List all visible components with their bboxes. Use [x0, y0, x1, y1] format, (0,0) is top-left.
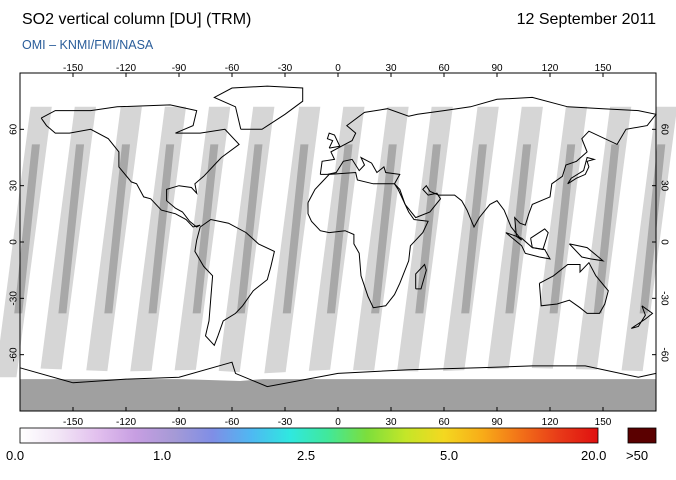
left-lat-tick-label: -30 [9, 291, 20, 306]
bottom-lon-tick-label: 120 [542, 417, 559, 428]
indonesia-coast [505, 232, 551, 260]
top-lon-tick-label: 120 [542, 63, 559, 74]
orbit-overlap-band [14, 144, 40, 314]
colorbar-value-label: 20.0 [581, 448, 607, 463]
top-lon-tick-label: 30 [385, 63, 397, 74]
orbit-overlap-band [505, 144, 532, 314]
right-latitude-tick-labels: 60 30 0 -30 -60 [658, 124, 669, 363]
bottom-longitude-tick-labels: -150 -120 -90 -60 -30 0 30 60 90 120 150 [63, 417, 612, 428]
colorbar-value-label: 0.0 [6, 448, 25, 463]
orbit-swaths [0, 106, 676, 378]
orbit-overlap-band [639, 144, 666, 314]
great-britain-coast [326, 132, 341, 149]
colorbar-value-label: 5.0 [440, 448, 459, 463]
top-lon-tick-label: -60 [225, 63, 240, 74]
south-polar-region [20, 373, 656, 411]
observation-date: 12 September 2011 [516, 11, 656, 28]
eurasia-coast [319, 96, 657, 241]
bottom-lon-tick-label: -120 [116, 417, 136, 428]
colorbar-value-label: 2.5 [297, 448, 316, 463]
borneo-coast [530, 228, 549, 251]
right-lat-tick-label: 60 [658, 124, 669, 136]
orbit-overlap-band [148, 144, 175, 314]
bottom-lon-tick-label: 0 [335, 417, 341, 428]
new-guinea-coast [569, 243, 605, 262]
top-lon-tick-label: -150 [63, 63, 83, 74]
left-lat-tick-label: 0 [9, 239, 20, 245]
top-lon-tick-label: 60 [438, 63, 450, 74]
axis-tick-marks [20, 73, 656, 411]
orbit-overlap-band [104, 144, 130, 314]
map-title: SO2 vertical column [DU] (TRM) [22, 11, 252, 28]
orbit-overlap-band [282, 144, 309, 314]
top-lon-tick-label: -30 [278, 63, 293, 74]
greenland-coast [213, 85, 304, 130]
right-lat-tick-label: 0 [658, 239, 669, 245]
madagascar-coast [415, 263, 427, 290]
top-lon-tick-label: -120 [116, 63, 136, 74]
right-lat-tick-label: 30 [658, 180, 669, 192]
top-lon-tick-label: 90 [491, 63, 503, 74]
orbit-overlap-band [58, 144, 85, 314]
bottom-lon-tick-label: 60 [438, 417, 450, 428]
coastlines [19, 85, 657, 388]
bottom-lon-tick-label: -60 [225, 417, 240, 428]
bottom-lon-tick-label: -30 [278, 417, 293, 428]
orbit-overlap-band [415, 144, 441, 314]
colorbar-overflow-label: >50 [626, 448, 649, 463]
bottom-lon-tick-label: 150 [595, 417, 612, 428]
antarctica-coast [19, 361, 657, 388]
colorbar-gradient [19, 427, 599, 444]
polar-no-data-regions [20, 367, 656, 411]
new-zealand-coast [631, 305, 654, 329]
bottom-lon-tick-label: 90 [491, 417, 503, 428]
bottom-lon-tick-label: 30 [385, 417, 397, 428]
top-lon-tick-label: 150 [595, 63, 612, 74]
colorbar-value-label: 1.0 [153, 448, 172, 463]
left-lat-tick-label: -60 [9, 347, 20, 362]
top-longitude-tick-labels: -150 -120 -90 -60 -30 0 30 60 90 120 150 [63, 63, 612, 74]
orbit-overlap-band [236, 144, 263, 314]
orbit-overlap-band [371, 144, 397, 314]
bottom-lon-tick-label: -150 [63, 417, 83, 428]
africa-coast [307, 171, 429, 309]
left-lat-tick-label: 60 [9, 123, 20, 135]
orbit-overlap-band [549, 144, 576, 314]
top-lon-tick-label: 0 [335, 63, 341, 74]
data-source-credit: OMI – KNMI/FMI/NASA [22, 38, 154, 52]
orbit-overlap-band [326, 144, 353, 314]
left-lat-tick-label: 30 [9, 180, 20, 192]
map-frame [0, 72, 676, 412]
top-lon-tick-label: -90 [172, 63, 187, 74]
north-america-coast [40, 104, 240, 228]
colorbar-overflow-swatch [627, 427, 657, 444]
right-lat-tick-label: -30 [658, 291, 669, 306]
orbit-overlap-band [593, 144, 620, 314]
orbit-overlap-band [192, 144, 219, 314]
so2-colorbar [19, 427, 657, 444]
australia-coast [538, 261, 609, 314]
orbit-overlap-band [461, 144, 487, 314]
japan-coast [567, 156, 597, 185]
south-america-coast [194, 218, 275, 347]
bottom-lon-tick-label: -90 [172, 417, 187, 428]
right-lat-tick-label: -60 [658, 347, 669, 362]
left-latitude-tick-labels: 60 30 0 -30 -60 [9, 123, 20, 362]
